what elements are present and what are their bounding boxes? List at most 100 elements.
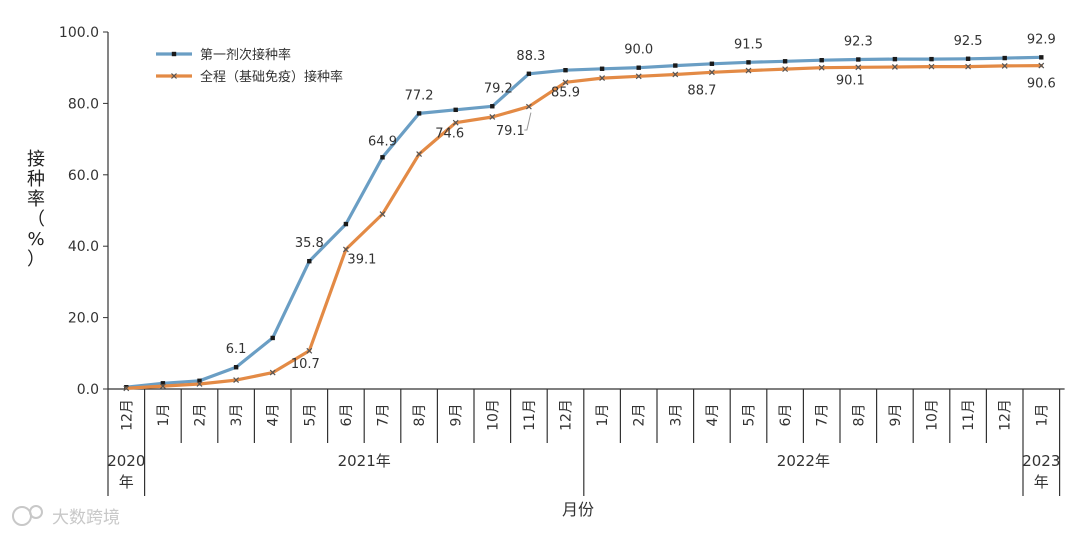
data-label: 79.1 [496,124,525,139]
y-axis-label-char: ） [27,249,45,270]
series-point-full-course [782,66,789,73]
series-point-first-dose [307,258,312,264]
x-tick-label: 12月 [559,399,575,431]
x-tick-label: 2月 [193,404,209,427]
series-point-full-course [489,114,496,120]
series-point-first-dose [563,67,568,73]
watermark-text: 大数跨境 [52,508,120,528]
series-point-full-course [123,385,130,392]
series-point-first-dose [929,56,934,62]
series-point-first-dose [965,56,971,61]
year-label: 2020 [107,452,145,470]
series-point-first-dose [270,335,275,341]
year-label: 2023 [1022,452,1060,470]
x-tick-label: 1月 [1034,404,1050,427]
y-axis-label-char: 率 [27,189,45,210]
series-point-full-course [635,73,642,80]
data-label: 74.6 [435,127,464,142]
x-tick-label: 3月 [229,404,245,427]
series-point-first-dose [746,60,751,65]
series-point-full-course [1038,62,1045,69]
series-point-full-course [708,69,715,76]
series-point-first-dose [416,111,422,116]
y-tick-label: 40.0 [68,239,99,255]
series-point-full-course [159,383,166,390]
series-point-first-dose [490,104,495,109]
x-tick-label: 2月 [632,404,648,427]
y-axis-label: 接种率（%） [27,149,45,270]
y-tick-label: 20.0 [68,311,99,327]
x-tick-label: 11月 [961,399,977,431]
x-tick-label: 1月 [595,404,611,427]
data-label: 35.8 [295,236,324,251]
series-point-full-course [562,79,569,86]
x-axis-label: 月份 [562,500,594,519]
y-axis-label-char: （ [27,209,45,230]
y-axis-label-char: 接 [27,149,45,170]
x-tick-label: 4月 [705,404,721,427]
x-tick-label: 6月 [339,404,355,427]
y-axis: 0.0 20.0 40.0 60.0 80.0 100.0 [59,25,109,398]
data-label: 90.6 [1027,77,1056,92]
x-tick-label: 10月 [485,399,501,431]
legend-entry-label: 第一剂次接种率 [200,47,291,63]
x-tick-label: 11月 [522,399,538,431]
series-point-first-dose [1002,55,1007,61]
series-point-first-dose [343,221,349,227]
data-label: 90.0 [624,43,653,58]
data-label: 85.9 [551,85,580,100]
x-tick-label: 1月 [156,404,172,427]
series-point-full-course [416,151,423,158]
year-label-suffix: 年 [1034,473,1049,491]
legend-marker [171,51,177,57]
series-point-full-course [269,369,276,376]
series-point-first-dose [197,378,202,383]
x-tick-label: 7月 [815,404,831,427]
x-tick-label: 8月 [412,404,428,427]
x-tick-label: 8月 [851,404,867,427]
data-label: 92.5 [954,34,983,49]
series-point-first-dose [819,58,824,63]
data-label: 88.3 [516,49,545,64]
legend-marker [171,73,177,79]
year-label: 2021年 [338,452,391,470]
data-label: 10.7 [291,357,320,372]
series-point-first-dose [526,71,532,76]
data-label: 77.2 [405,88,434,103]
data-label: 92.9 [1027,32,1056,47]
series-point-full-course [196,381,203,387]
series-point-full-course [306,347,313,354]
data-label-leader-line [524,112,532,131]
y-tick-label: 0.0 [77,382,99,398]
series-point-first-dose [599,66,605,71]
series-point-full-course [452,119,459,126]
x-tick-label: 12月 [119,399,135,431]
year-label: 2022年 [777,452,830,470]
data-label: 79.2 [484,81,513,96]
data-label: 91.5 [734,37,763,52]
series-layer [123,55,1045,392]
series-point-full-course [855,64,862,71]
x-tick-label: 10月 [925,399,941,431]
series-point-first-dose [856,57,861,62]
series-point-full-course [379,211,386,217]
series-point-full-course [599,75,606,81]
watermark-logo-dot [29,505,43,519]
y-axis-label-char: 种 [27,169,45,190]
series-point-first-dose [160,381,166,386]
x-tick-label: 12月 [998,399,1014,431]
series-point-first-dose [636,65,641,70]
series-point-first-dose [892,56,898,62]
series-point-full-course [672,71,679,78]
series-point-first-dose [233,365,239,370]
data-label: 90.1 [836,73,865,88]
watermark-logo-icon [12,506,32,526]
data-labels: 6.1 35.8 64.9 77.2 79.2 88.3 90.0 91.5 92.3 92.5 9… [226,32,1056,371]
series-point-full-course [525,103,532,110]
y-tick-label: 100.0 [59,25,99,41]
series-point-full-course [745,67,752,74]
x-tick-label: 6月 [778,404,794,427]
y-tick-label: 60.0 [68,168,99,184]
year-label-suffix: 年 [119,473,134,491]
